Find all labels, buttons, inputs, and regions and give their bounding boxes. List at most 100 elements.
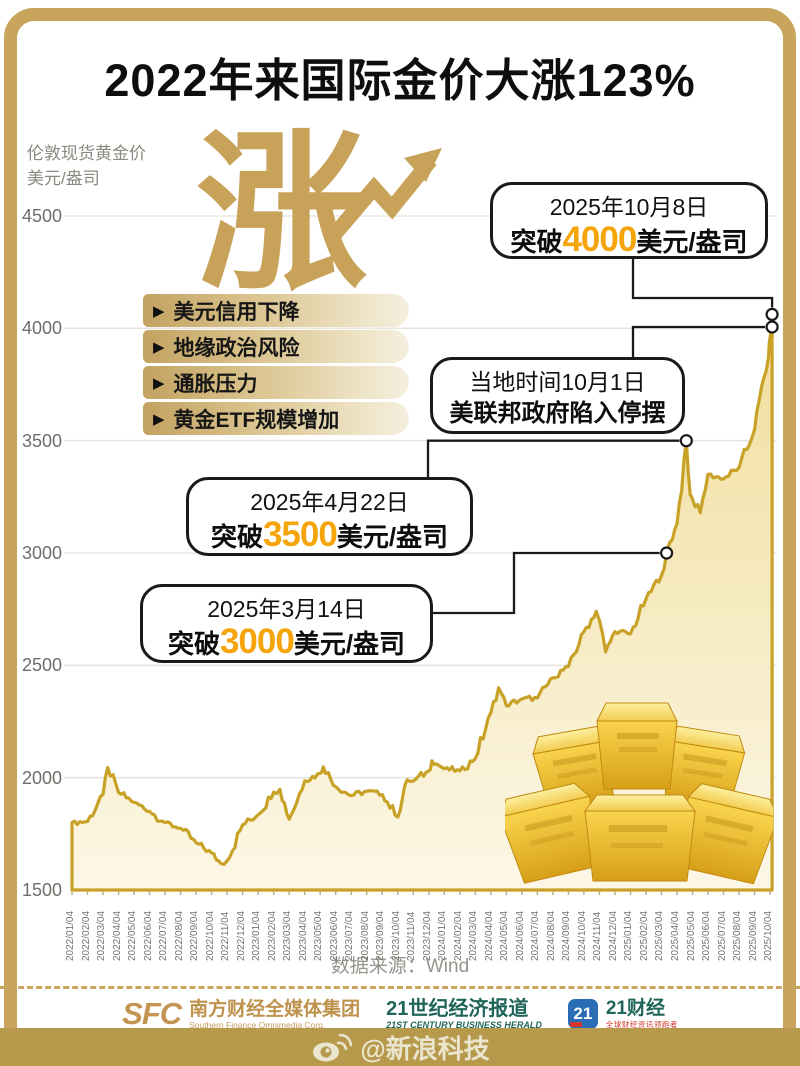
triangle-bullet-icon: ▶ [153, 302, 165, 320]
event-marker-dot [765, 307, 779, 322]
callout-3500-date: 2025年4月22日 [250, 489, 409, 515]
x-tick-label: 2025/01/04 [623, 910, 635, 961]
y-tick-label: 1500 [21, 880, 62, 900]
x-tick-label: 2024/05/04 [499, 910, 511, 961]
callout-3000-date: 2025年3月14日 [207, 596, 366, 622]
x-tick-label: 2022/12/04 [235, 910, 247, 961]
x-tick-label: 2024/08/04 [545, 910, 557, 961]
21caijing-name: 21财经 [605, 998, 665, 1019]
x-tick-label: 2023/05/04 [313, 910, 325, 961]
x-tick-label: 2024/04/04 [483, 910, 495, 961]
reason-label: 通胀压力 [173, 372, 258, 396]
y-tick-label: 2000 [21, 767, 62, 788]
x-tick-label: 2023/12/04 [421, 910, 433, 961]
event-marker-dot [660, 546, 674, 560]
callout-3000-prefix: 突破 [167, 629, 220, 659]
x-tick-label: 2023/09/04 [375, 910, 387, 961]
x-tick-label: 2024/10/04 [576, 910, 588, 961]
x-tick-label: 2022/02/04 [80, 910, 92, 961]
callout-connector-lines [426, 259, 774, 615]
data-source-note: 数据来源：Wind [0, 951, 800, 978]
x-tick-label: 2025/02/04 [638, 910, 650, 961]
x-tick-label: 2023/10/04 [390, 910, 402, 961]
y-axis-unit-line1: 伦敦现货黄金价 [27, 144, 146, 163]
x-tick-label: 2023/02/04 [266, 910, 278, 961]
reason-label: 地缘政治风险 [173, 336, 300, 360]
x-tick-label: 2024/06/04 [514, 910, 526, 961]
x-tick-label: 2023/06/04 [328, 910, 340, 961]
weibo-icon [313, 1033, 353, 1062]
page-title: 2022年来国际金价大涨123% [104, 55, 696, 106]
x-tick-label: 2022/03/04 [96, 910, 108, 961]
x-tick-label: 2024/07/04 [530, 910, 542, 961]
x-tick-label: 2025/03/04 [654, 910, 666, 961]
logo-21caijing: 21 21财经 全球财经资讯领跑者 [567, 998, 678, 1030]
x-tick-label: 2023/01/04 [251, 910, 263, 961]
event-marker-dot [679, 434, 693, 448]
callout-4000-date: 2025年10月8日 [549, 194, 709, 220]
callout-3500: 2025年4月22日 突破3500美元/盎司 [186, 477, 473, 556]
x-tick-label: 2024/09/04 [561, 910, 573, 961]
event-marker-dot [765, 320, 779, 334]
callout-4000-prefix: 突破 [510, 227, 563, 257]
y-tick-label: 4500 [21, 206, 62, 226]
gold-bars-illustration [505, 702, 773, 885]
callout-4000: 2025年10月8日 突破4000美元/盎司 [490, 182, 768, 259]
x-tick-label: 2023/07/04 [344, 910, 356, 961]
callout-3000-suffix: 美元/盎司 [293, 629, 406, 659]
reason-list: ▶ 美元信用下降 ▶ 地缘政治风险 ▶ 通胀压力 ▶ 黄金ETF规模增加 [143, 294, 409, 438]
x-tick-label: 2024/03/04 [468, 910, 480, 961]
sfc-name-en: Southern Finance Omnimedia Corp. [189, 1019, 326, 1030]
callout-3000-number: 3000 [219, 622, 295, 661]
callout-3500-number: 3500 [262, 515, 338, 554]
21caijing-badge-icon: 21 [567, 999, 598, 1029]
callout-3000: 2025年3月14日 突破3000美元/盎司 [140, 584, 433, 663]
dashed-divider [0, 986, 800, 989]
sfc-name-cn: 南方财经全媒体集团 [189, 998, 361, 1020]
x-tick-label: 2022/09/04 [189, 910, 201, 961]
data-source-label: 数据来源： [330, 956, 426, 977]
x-tick-label: 2022/08/04 [173, 910, 185, 961]
x-tick-label: 2025/04/04 [670, 910, 681, 961]
y-tick-label: 4000 [21, 318, 62, 339]
x-tick-label: 2025/09/04 [747, 910, 759, 961]
x-tick-label: 2022/10/04 [204, 910, 216, 961]
weibo-bar: @新浪科技 [0, 1028, 800, 1066]
callout-shutdown-line1: 当地时间10月1日 [469, 369, 646, 395]
y-axis-unit: 伦敦现货黄金价 美元/盎司 [27, 141, 146, 191]
callout-4000-suffix: 美元/盎司 [636, 227, 748, 257]
reason-item: ▶ 地缘政治风险 [143, 330, 409, 363]
x-tick-label: 2023/03/04 [282, 910, 294, 961]
x-tick-label: 2025/08/04 [732, 910, 744, 961]
x-tick-label: 2022/06/04 [142, 910, 154, 961]
x-tick-label: 2022/05/04 [127, 910, 139, 961]
rise-character: 涨 [196, 118, 368, 310]
reason-item: ▶ 通胀压力 [143, 366, 409, 399]
x-tick-label: 2024/02/04 [452, 910, 464, 961]
reason-label: 美元信用下降 [173, 300, 300, 324]
x-axis-ticks [71, 891, 771, 895]
callout-3500-suffix: 美元/盎司 [336, 522, 449, 552]
herald-name-en: 21ST CENTURY BUSINESS HERALD [386, 1020, 542, 1030]
logo-sfc: SFC 南方财经全媒体集团 Southern Finance Omnimedia… [122, 996, 360, 1032]
reason-item: ▶ 黄金ETF规模增加 [143, 402, 409, 435]
reason-label: 黄金ETF规模增加 [173, 408, 340, 432]
21caijing-badge-number: 21 [573, 1004, 593, 1023]
callout-shutdown-line2: 美联邦政府陷入停摆 [449, 400, 666, 427]
y-axis-unit-line2: 美元/盎司 [27, 169, 100, 188]
trend-arrow-icon [332, 148, 442, 239]
x-tick-label: 2023/04/04 [297, 910, 309, 961]
weibo-handle: @新浪科技 [360, 1033, 490, 1064]
data-source-value: Wind [425, 956, 470, 977]
triangle-bullet-icon: ▶ [153, 410, 165, 428]
x-tick-label: 2022/07/04 [158, 910, 170, 961]
x-tick-label: 2025/06/04 [701, 910, 713, 961]
x-tick-label: 2022/01/04 [65, 910, 76, 961]
x-tick-label: 2024/11/04 [592, 911, 604, 961]
x-tick-label: 2024/01/04 [437, 910, 449, 961]
y-tick-label: 2500 [21, 655, 62, 676]
triangle-bullet-icon: ▶ [153, 338, 165, 356]
callout-3500-prefix: 突破 [210, 522, 263, 552]
21caijing-badge-tag [569, 1022, 582, 1027]
